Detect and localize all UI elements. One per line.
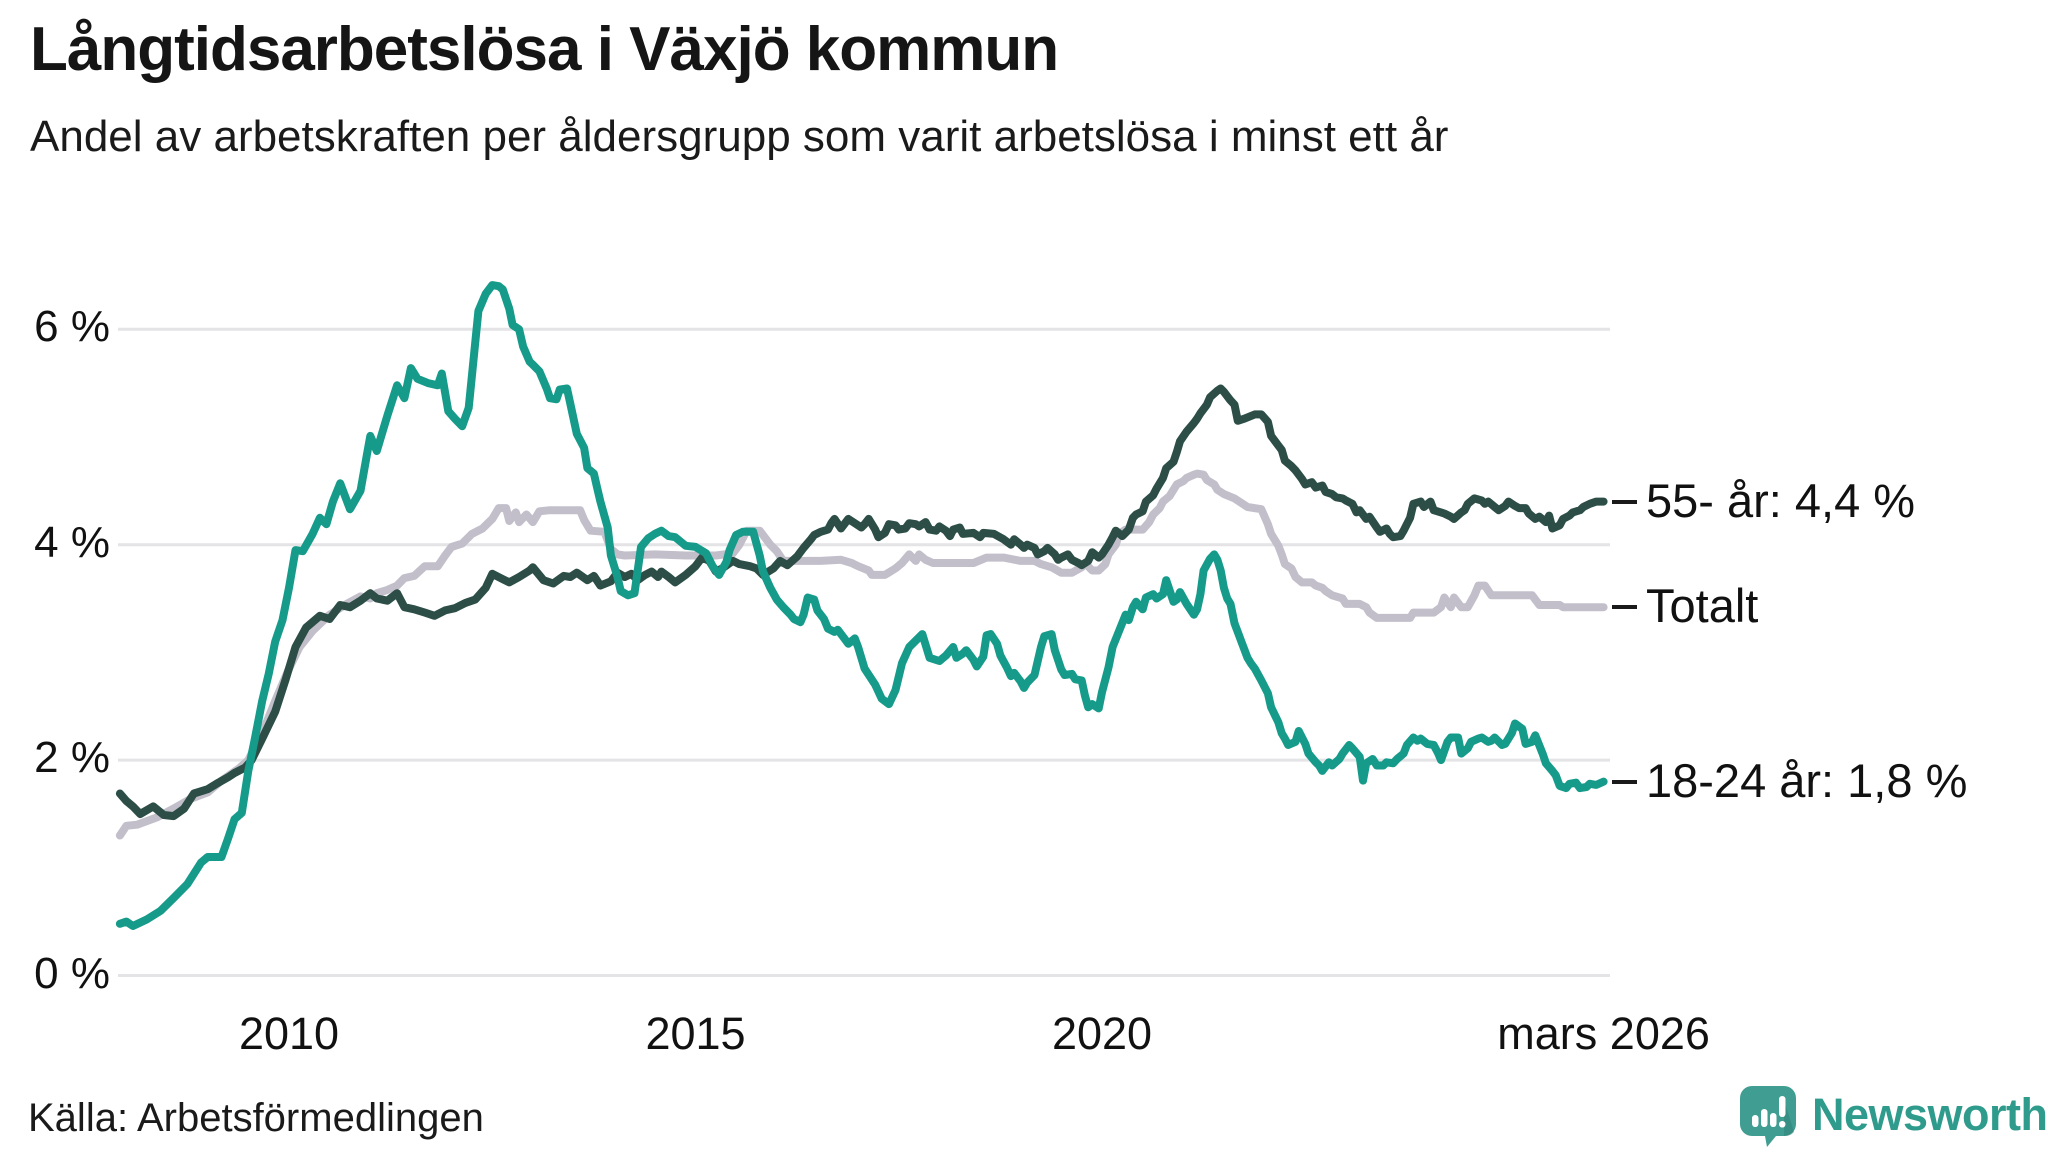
page-title: Långtidsarbetslösa i Växjö kommun: [30, 15, 1059, 84]
newsworthy-wordmark: Newsworthy: [1812, 1089, 2048, 1140]
newsworthy-branding: Newsworthy: [1736, 1082, 2048, 1148]
newsworthy-logo-icon: [1740, 1086, 1796, 1147]
x-tick-label: mars 2026: [1497, 1008, 1710, 1059]
series-label-totalt: Totalt: [1646, 579, 1759, 633]
series-label-connector-55-ar: [1612, 499, 1637, 504]
source-note: Källa: Arbetsförmedlingen: [28, 1096, 484, 1140]
series-line-totalt: [115, 469, 1608, 840]
x-tick-label: 2020: [1051, 1008, 1153, 1059]
y-tick-label: 0 %: [34, 948, 110, 998]
series-label-connector-totalt: [1612, 605, 1637, 610]
page-subtitle: Andel av arbetskraften per åldersgrupp s…: [30, 112, 1449, 161]
series-label-connector-18-24-ar: [1612, 779, 1637, 784]
series-line-55-ar: [115, 384, 1608, 821]
series-line-18-24-ar: [115, 281, 1608, 930]
series-label-18-24-ar: 18-24 år: 1,8 %: [1646, 753, 1968, 807]
y-tick-label: 2 %: [34, 733, 110, 783]
y-tick-label: 6 %: [34, 302, 110, 352]
y-tick-label: 4 %: [34, 517, 110, 567]
x-tick-label: 2010: [238, 1008, 340, 1059]
series-label-55-ar: 55- år: 4,4 %: [1646, 473, 1916, 527]
x-tick-label: 2015: [645, 1008, 746, 1059]
